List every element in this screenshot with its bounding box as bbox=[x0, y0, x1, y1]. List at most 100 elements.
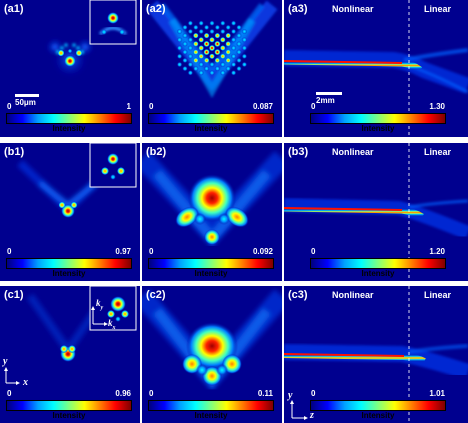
colorbar-max: 1.01 bbox=[429, 389, 445, 398]
colorbar: 0 0.97 Intensity bbox=[6, 247, 132, 278]
lattice-spot bbox=[236, 49, 242, 55]
lattice-spot bbox=[241, 53, 248, 60]
lattice-spot bbox=[187, 37, 194, 43]
lattice-spot bbox=[214, 32, 221, 39]
lattice-spot bbox=[182, 49, 188, 55]
lattice-spot bbox=[176, 61, 183, 68]
panel-label: (a1) bbox=[4, 3, 24, 15]
lattice-spot bbox=[214, 65, 221, 72]
panel-c2-field bbox=[142, 289, 282, 392]
inset-axis-ky: ky bbox=[96, 298, 104, 311]
axis-y-label: y bbox=[3, 356, 8, 367]
lattice-spot bbox=[236, 57, 242, 64]
colorbar-label: Intensity bbox=[194, 124, 228, 133]
lattice-spot bbox=[220, 20, 226, 27]
lattice-spot bbox=[214, 57, 221, 64]
lattice-spot bbox=[193, 41, 199, 47]
lattice-spot bbox=[220, 37, 226, 43]
lattice-spot bbox=[241, 37, 248, 43]
lattice-spot bbox=[225, 65, 231, 72]
colorbar-label: Intensity bbox=[361, 269, 395, 278]
panel-a1-field bbox=[45, 0, 137, 78]
colorbar-max: 0.092 bbox=[252, 247, 273, 256]
lattice-spot bbox=[209, 70, 215, 76]
lattice-spot bbox=[182, 32, 188, 39]
interference-pattern bbox=[176, 20, 248, 76]
lattice-spot bbox=[182, 41, 188, 47]
lattice-spot bbox=[214, 24, 221, 31]
lattice-spot bbox=[214, 40, 221, 48]
lattice-spot bbox=[225, 57, 231, 64]
panel-b3-field bbox=[284, 143, 468, 281]
colorbar-min: 0 bbox=[7, 247, 12, 256]
panel-label: (a2) bbox=[146, 3, 166, 15]
colorbar-min: 0 bbox=[149, 247, 154, 256]
lattice-spot bbox=[230, 28, 237, 35]
lattice-spot bbox=[198, 45, 204, 51]
lattice-spot bbox=[176, 45, 183, 51]
lattice-spot bbox=[203, 32, 210, 39]
lattice-spot bbox=[193, 57, 199, 64]
panel-b2: (b2) 0 0.092 Intensity bbox=[142, 143, 282, 281]
colorbar-max: 1.30 bbox=[429, 102, 445, 111]
lattice-spot bbox=[187, 45, 194, 51]
lattice-spot bbox=[209, 28, 215, 35]
lattice-spot bbox=[203, 65, 210, 72]
colorbar-min: 0 bbox=[311, 247, 316, 256]
linear-label: Linear bbox=[424, 147, 452, 157]
lattice-spot bbox=[220, 61, 226, 68]
axis-y-label: y bbox=[288, 390, 293, 401]
scale-bar: 50μm bbox=[15, 94, 39, 107]
lattice-spot bbox=[209, 37, 215, 43]
scale-bar: 2mm bbox=[316, 92, 342, 105]
nonlinear-label: Nonlinear bbox=[332, 147, 374, 157]
lattice-spot bbox=[176, 28, 183, 35]
lattice-spot bbox=[236, 65, 242, 72]
panel-a3: (a3) Nonlinear Linear 2mm 0 1.30 Intensi… bbox=[284, 0, 468, 137]
colorbar-max: 0.11 bbox=[257, 389, 273, 398]
lattice-spot bbox=[236, 32, 242, 39]
lattice-spot bbox=[198, 61, 204, 68]
panel-label: (c1) bbox=[4, 289, 24, 301]
lattice-spot bbox=[198, 53, 204, 60]
colorbar-min: 0 bbox=[7, 102, 12, 111]
inset-axis-kx: kx bbox=[108, 318, 116, 331]
lattice-spot bbox=[182, 57, 188, 64]
lattice-spot bbox=[176, 37, 183, 43]
colorbar: 0 1 Intensity bbox=[6, 102, 132, 133]
panel-label: (a3) bbox=[288, 3, 308, 15]
nonlinear-label: Nonlinear bbox=[332, 4, 374, 14]
colorbar-max: 0.087 bbox=[252, 102, 273, 111]
colorbar-label: Intensity bbox=[194, 411, 228, 420]
colorbar-label: Intensity bbox=[361, 124, 395, 133]
lattice-spot bbox=[225, 41, 231, 47]
lattice-spot bbox=[209, 61, 215, 68]
axis-x-label: x bbox=[23, 377, 28, 388]
axis-labels: y z bbox=[288, 390, 318, 423]
panel-c1-field bbox=[4, 286, 137, 385]
colorbar-label: Intensity bbox=[361, 411, 395, 420]
panel-label: (b3) bbox=[288, 146, 309, 158]
lattice-spot bbox=[241, 61, 248, 68]
panel-c3-field bbox=[284, 286, 468, 423]
lattice-spot bbox=[203, 48, 210, 56]
colorbar-label: Intensity bbox=[52, 411, 86, 420]
lattice-spot bbox=[193, 65, 199, 72]
scale-bar-label: 2mm bbox=[316, 96, 335, 105]
lattice-spot bbox=[230, 20, 237, 27]
panel-c1: (c1) ky kx y x 0 0.96 Intensity bbox=[0, 286, 140, 423]
lattice-spot bbox=[230, 37, 237, 43]
lattice-spot bbox=[220, 53, 226, 60]
axis-labels: y x bbox=[3, 356, 33, 388]
colorbar-max: 0.97 bbox=[115, 247, 131, 256]
lattice-spot bbox=[208, 44, 216, 52]
lattice-spot bbox=[203, 24, 210, 31]
lattice-spot bbox=[187, 70, 194, 76]
colorbar: 0 0.087 Intensity bbox=[148, 102, 274, 133]
lattice-spot bbox=[225, 24, 231, 31]
lattice-spot bbox=[236, 41, 242, 47]
panel-b1: (b1) 0 0.97 Intensity bbox=[0, 143, 140, 281]
linear-label: Linear bbox=[424, 4, 452, 14]
lattice-spot bbox=[241, 28, 248, 35]
